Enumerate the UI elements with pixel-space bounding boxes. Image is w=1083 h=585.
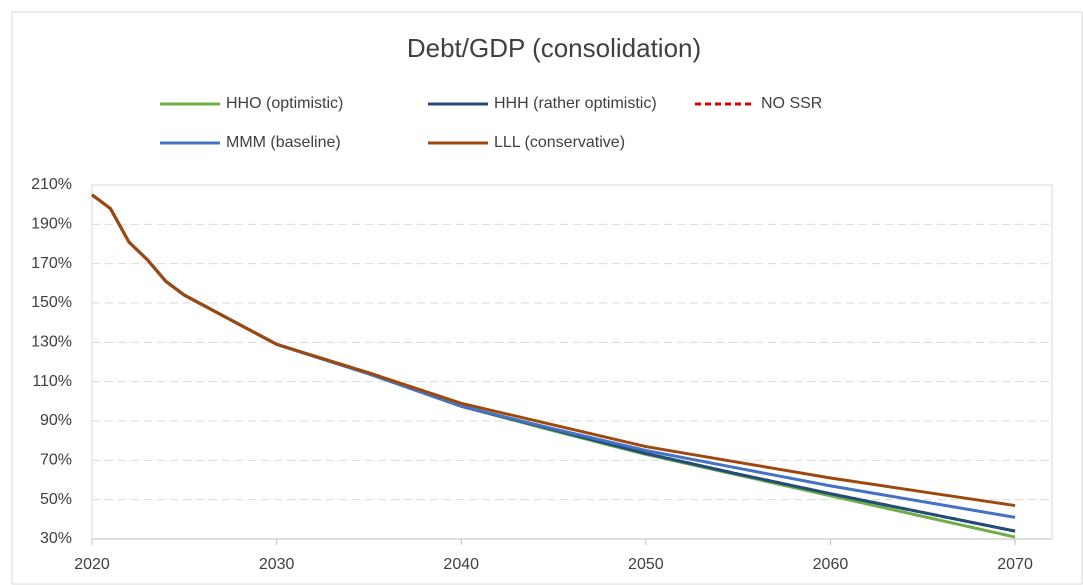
chart-title: Debt/GDP (consolidation)	[407, 33, 701, 63]
y-tick-label: 190%	[31, 216, 72, 233]
y-tick-label: 70%	[40, 452, 72, 469]
x-tick-label: 2050	[628, 556, 664, 573]
y-tick-label: 130%	[31, 334, 72, 351]
legend-label: LLL (conservative)	[494, 134, 625, 151]
y-tick-label: 210%	[31, 176, 72, 193]
x-tick-label: 2060	[813, 556, 849, 573]
x-tick-label: 2040	[443, 556, 479, 573]
y-tick-label: 110%	[32, 373, 72, 390]
y-tick-label: 90%	[40, 412, 72, 429]
legend-label: HHO (optimistic)	[226, 95, 343, 112]
x-tick-label: 2070	[997, 556, 1033, 573]
y-tick-label: 50%	[40, 491, 72, 508]
legend-label: NO SSR	[761, 95, 822, 112]
y-tick-label: 170%	[31, 255, 72, 272]
x-tick-label: 2030	[259, 556, 295, 573]
legend-label: HHH (rather optimistic)	[494, 95, 657, 112]
legend-label: MMM (baseline)	[226, 134, 341, 151]
y-tick-label: 30%	[40, 530, 72, 547]
x-tick-label: 2020	[74, 556, 110, 573]
y-tick-label: 150%	[31, 294, 72, 311]
series-line	[91, 193, 1016, 508]
